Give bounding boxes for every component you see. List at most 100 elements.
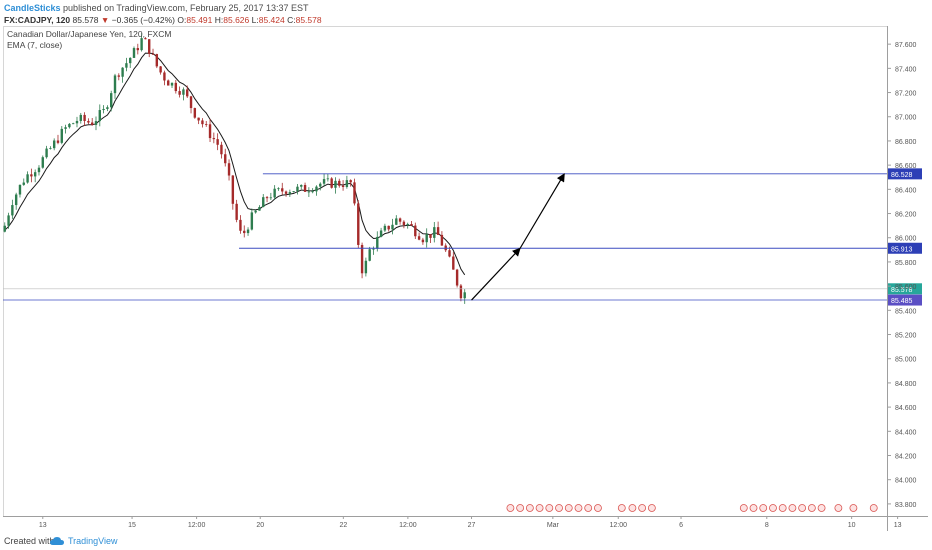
candle-body[interactable] (193, 108, 197, 118)
candlestick-series[interactable] (3, 32, 466, 304)
candle-body[interactable] (167, 80, 170, 86)
event-flag-icon[interactable] (749, 504, 758, 512)
candle-body[interactable] (208, 124, 212, 139)
candle-body[interactable] (113, 75, 117, 94)
candle-body[interactable] (212, 138, 216, 140)
candle-body[interactable] (79, 114, 82, 121)
candle-body[interactable] (410, 223, 413, 226)
candle-body[interactable] (129, 57, 132, 64)
candle-body[interactable] (436, 227, 440, 235)
candle-body[interactable] (387, 225, 390, 230)
horizontal-levels[interactable]: 86.528 85.913 85.485 85.578 (3, 168, 922, 306)
candle-body[interactable] (433, 227, 436, 238)
candle-body[interactable] (174, 82, 178, 92)
projection-arrow[interactable] (471, 247, 521, 301)
candle-body[interactable] (311, 191, 314, 193)
candle-body[interactable] (349, 180, 352, 183)
candle-body[interactable] (250, 212, 254, 230)
candle-body[interactable] (227, 163, 231, 176)
candle-body[interactable] (7, 215, 10, 226)
candle-body[interactable] (300, 184, 303, 187)
candle-body[interactable] (239, 219, 242, 231)
candle-body[interactable] (117, 75, 121, 77)
candle-body[interactable] (178, 91, 181, 95)
candle-body[interactable] (459, 285, 463, 299)
candle-body[interactable] (326, 178, 330, 180)
candle-body[interactable] (49, 148, 52, 149)
candle-body[interactable] (379, 230, 383, 237)
candle-body[interactable] (26, 174, 29, 183)
candle-body[interactable] (281, 188, 284, 192)
candle-body[interactable] (338, 180, 341, 186)
event-flag-icon[interactable] (555, 504, 563, 512)
candle-body[interactable] (68, 123, 71, 128)
candle-body[interactable] (315, 186, 318, 192)
candle-body[interactable] (159, 66, 162, 73)
candle-body[interactable] (360, 244, 364, 274)
candle-body[interactable] (3, 225, 6, 232)
candle-body[interactable] (144, 38, 147, 40)
candle-body[interactable] (56, 140, 60, 143)
event-flag-icon[interactable] (506, 504, 515, 512)
event-flag-icon[interactable] (798, 504, 807, 512)
event-flag-icon[interactable] (516, 504, 525, 512)
event-flag-icon[interactable] (739, 504, 748, 512)
candle-body[interactable] (52, 140, 56, 149)
event-flag-icon[interactable] (834, 504, 843, 512)
candle-body[interactable] (395, 218, 398, 225)
candle-body[interactable] (11, 205, 14, 216)
candle-body[interactable] (231, 175, 235, 204)
candle-body[interactable] (220, 144, 223, 155)
candle-body[interactable] (102, 108, 105, 111)
candle-body[interactable] (87, 120, 90, 123)
candle-body[interactable] (288, 192, 292, 194)
candle-body[interactable] (170, 82, 174, 86)
candle-body[interactable] (186, 89, 189, 97)
candle-body[interactable] (455, 269, 459, 286)
candle-body[interactable] (345, 180, 349, 187)
candle-body[interactable] (463, 292, 466, 299)
candle-body[interactable] (90, 122, 94, 125)
event-flag-icon[interactable] (564, 504, 573, 512)
event-flag-icon[interactable] (535, 504, 544, 512)
candle-body[interactable] (243, 230, 246, 234)
candle-body[interactable] (98, 110, 101, 122)
author-name[interactable]: CandleSticks (4, 3, 61, 13)
event-flag-icon[interactable] (647, 504, 656, 512)
candle-body[interactable] (273, 188, 276, 198)
event-flag-icon[interactable] (788, 504, 797, 512)
event-flag-icon[interactable] (574, 504, 583, 512)
candle-body[interactable] (262, 197, 265, 208)
candle-body[interactable] (372, 248, 375, 250)
candle-body[interactable] (41, 157, 44, 168)
candle-body[interactable] (205, 124, 208, 125)
event-flag-icon[interactable] (594, 504, 602, 512)
event-flag-icon[interactable] (584, 504, 593, 512)
candle-body[interactable] (322, 179, 326, 184)
candle-body[interactable] (296, 186, 299, 192)
candle-body[interactable] (353, 182, 356, 204)
candle-body[interactable] (14, 194, 18, 206)
event-flag-icon[interactable] (807, 504, 816, 512)
candle-body[interactable] (33, 172, 37, 177)
candle-body[interactable] (429, 234, 432, 238)
candle-body[interactable] (151, 53, 155, 55)
candle-body[interactable] (421, 239, 425, 243)
candle-body[interactable] (106, 107, 109, 109)
candle-body[interactable] (391, 224, 394, 230)
candle-body[interactable] (303, 184, 307, 192)
event-flag-icon[interactable] (638, 504, 647, 512)
candle-body[interactable] (136, 48, 140, 51)
event-flag-icon[interactable] (628, 504, 637, 512)
event-flag-icon[interactable] (617, 504, 626, 512)
event-flag-icon[interactable] (759, 504, 768, 512)
projection-arrows[interactable] (471, 173, 565, 301)
candle-body[interactable] (254, 210, 257, 213)
candle-body[interactable] (110, 93, 113, 108)
candle-body[interactable] (383, 225, 387, 231)
candle-body[interactable] (132, 48, 136, 58)
candle-body[interactable] (64, 127, 67, 129)
candle-body[interactable] (402, 221, 406, 226)
candle-body[interactable] (148, 39, 151, 54)
